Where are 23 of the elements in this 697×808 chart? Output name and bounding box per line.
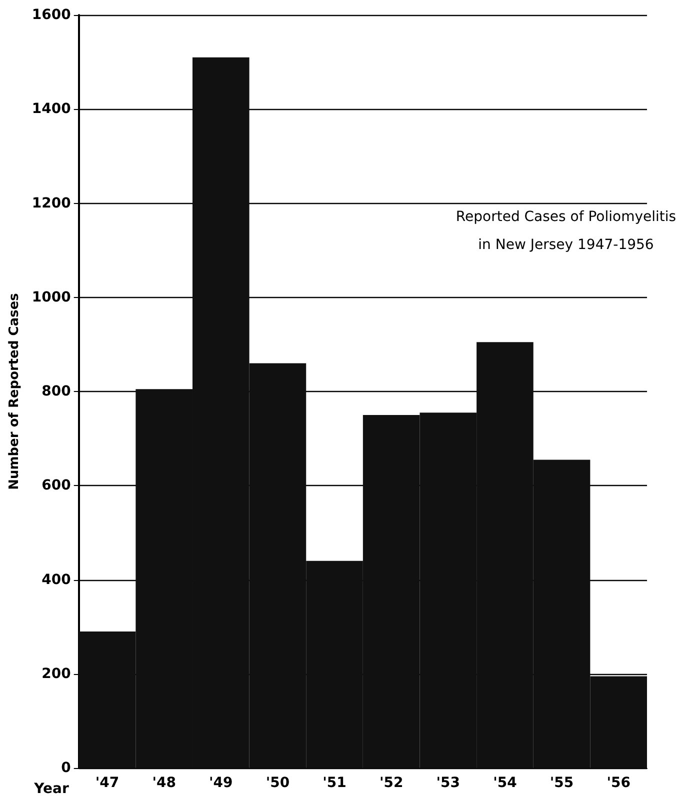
y-tick-label: 600 xyxy=(42,478,72,494)
y-tick-label: 1600 xyxy=(32,7,72,23)
y-tick-label: 800 xyxy=(42,384,72,400)
x-tick-label: '56 xyxy=(606,775,630,791)
text: in New Jersey 1947-1956 xyxy=(478,237,654,253)
x-axis-title: Year xyxy=(33,781,69,797)
x-tick-label: '55 xyxy=(550,775,574,791)
x-tick-label: '52 xyxy=(379,775,404,791)
x-tick-label: '51 xyxy=(322,775,346,791)
x-tick-label: '49 xyxy=(209,775,233,791)
text: Reported Cases of Poliomyelitis xyxy=(456,209,676,225)
x-tick-label: '48 xyxy=(152,775,176,791)
y-axis-title: Number of Reported Cases xyxy=(7,292,22,490)
x-tick-label: '53 xyxy=(436,775,460,791)
y-tick-label: 1400 xyxy=(32,101,72,118)
x-tick-label: '47 xyxy=(95,775,120,791)
y-tick-label: 0 xyxy=(61,760,72,776)
y-tick-label: 1000 xyxy=(32,289,72,306)
x-tick-label: '50 xyxy=(266,775,290,791)
y-tick-label: 200 xyxy=(42,666,72,682)
x-tick-label: '54 xyxy=(493,775,518,791)
y-tick-label: 400 xyxy=(42,572,72,588)
y-tick-label: 1200 xyxy=(32,195,72,212)
